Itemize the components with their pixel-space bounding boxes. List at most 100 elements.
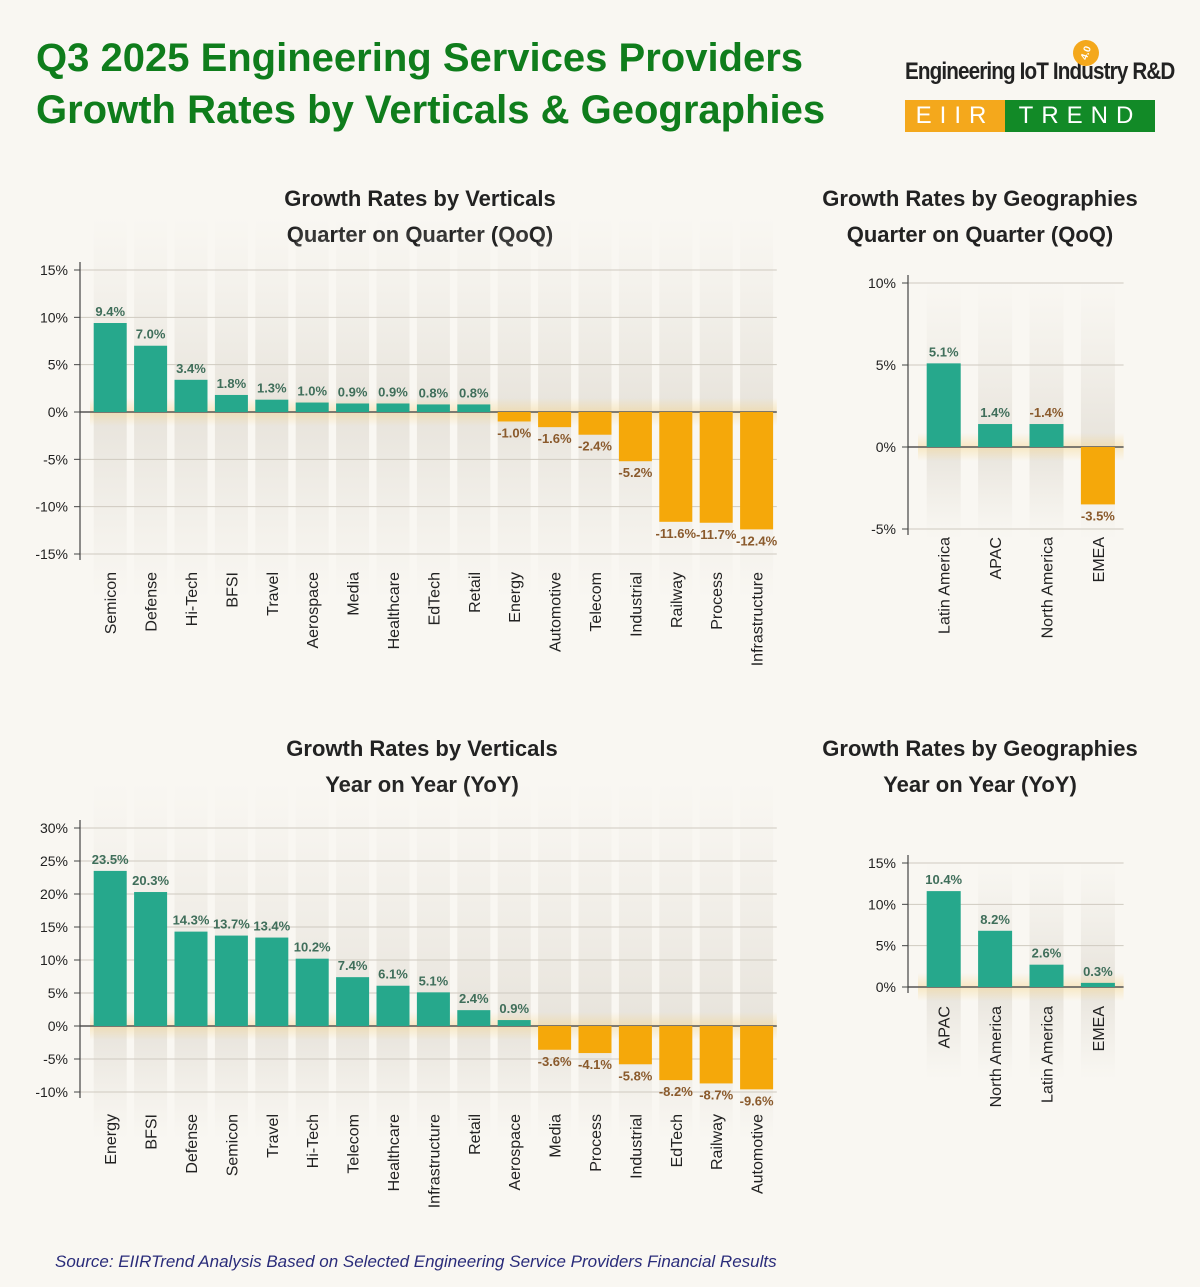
verticals-qoq-bg-column-up bbox=[214, 216, 248, 412]
geographies-qoq-tick-label: 5% bbox=[876, 357, 896, 373]
verticals-qoq-bg-column-down bbox=[538, 412, 572, 600]
verticals-yoy-title-line-1: Growth Rates by Verticals bbox=[286, 736, 557, 761]
verticals-qoq-bg-column-up bbox=[336, 216, 370, 412]
verticals-qoq-bar bbox=[457, 404, 491, 412]
verticals-yoy-category-label: Media bbox=[548, 1114, 565, 1158]
source-note: Source: EIIRTrend Analysis Based on Sele… bbox=[55, 1252, 777, 1271]
verticals-yoy-bar bbox=[497, 1020, 531, 1026]
verticals-qoq-data-label: 1.8% bbox=[217, 376, 247, 391]
verticals-yoy-category-label: Defense bbox=[184, 1114, 201, 1174]
verticals-qoq-bg-column-up bbox=[618, 216, 652, 412]
eiirtrend-logo: Engineering IoT Industry R&D 4.0 EIIR TR… bbox=[905, 36, 1175, 132]
verticals-qoq-bar bbox=[214, 394, 248, 412]
verticals-yoy-category-label: Retail bbox=[467, 1114, 484, 1155]
verticals-yoy-bg-column-down bbox=[134, 1026, 168, 1140]
verticals-qoq-bar bbox=[538, 412, 572, 428]
verticals-yoy-data-label: 0.9% bbox=[499, 1001, 529, 1016]
verticals-qoq-data-label: 1.3% bbox=[257, 381, 287, 396]
verticals-qoq-bar bbox=[578, 412, 612, 435]
verticals-yoy-category-label: BFSI bbox=[144, 1114, 161, 1150]
verticals-qoq-category-label: Retail bbox=[467, 572, 484, 613]
geographies-yoy-data-label: 2.6% bbox=[1032, 946, 1062, 961]
geographies-yoy-bar bbox=[1029, 964, 1064, 987]
verticals-yoy-data-label: -8.2% bbox=[659, 1084, 693, 1099]
verticals-yoy-bg-column-down bbox=[255, 1026, 289, 1140]
geographies-qoq-tick-label: -5% bbox=[871, 521, 896, 537]
verticals-yoy-data-label: -5.8% bbox=[618, 1068, 652, 1083]
verticals-qoq-bg-column-down bbox=[578, 412, 612, 600]
verticals-yoy-bar bbox=[255, 937, 289, 1026]
verticals-yoy-bg-column-down bbox=[214, 1026, 248, 1140]
geographies-qoq-group: Growth Rates by Geographies Quarter on Qu… bbox=[822, 186, 1137, 638]
geographies-yoy-bar bbox=[926, 891, 961, 987]
verticals-yoy-bg-column-up bbox=[538, 780, 572, 1026]
logo-right-text: TREND bbox=[1005, 100, 1155, 132]
verticals-qoq-data-label: 9.4% bbox=[95, 304, 125, 319]
geographies-qoq-data-label: 5.1% bbox=[929, 344, 959, 359]
geographies-yoy-category-label: Latin America bbox=[1040, 1006, 1057, 1103]
geographies-qoq-tick-label: 0% bbox=[876, 439, 896, 455]
verticals-qoq-category-label: Hi-Tech bbox=[184, 572, 201, 626]
verticals-yoy-data-label: -8.7% bbox=[699, 1087, 733, 1102]
verticals-qoq-bg-column-down bbox=[416, 412, 450, 600]
verticals-yoy-category-label: Energy bbox=[103, 1114, 120, 1165]
verticals-qoq-data-label: 3.4% bbox=[176, 361, 206, 376]
verticals-qoq-bar bbox=[416, 404, 450, 412]
verticals-yoy-bg-column-down bbox=[174, 1026, 208, 1140]
verticals-qoq-bg-column-up bbox=[538, 216, 572, 412]
geographies-qoq-category-label: EMEA bbox=[1091, 537, 1108, 583]
verticals-qoq-bar bbox=[740, 412, 774, 530]
geographies-qoq-data-label: -1.4% bbox=[1030, 405, 1064, 420]
geographies-qoq-bar bbox=[1029, 424, 1064, 447]
verticals-yoy-bar bbox=[93, 870, 127, 1026]
geographies-qoq-bg-column-down bbox=[978, 447, 1013, 540]
geographies-yoy-tick-label: 0% bbox=[876, 979, 896, 995]
verticals-qoq-bar bbox=[699, 412, 733, 523]
verticals-yoy-data-label: 7.4% bbox=[338, 958, 368, 973]
geographies-yoy-bg-column-up bbox=[1080, 860, 1115, 987]
geographies-qoq-bg-column-down bbox=[926, 447, 961, 540]
verticals-qoq-data-label: -2.4% bbox=[578, 439, 612, 454]
geographies-yoy-data-label: 10.4% bbox=[925, 872, 962, 887]
verticals-qoq-tick-label: -5% bbox=[43, 451, 68, 467]
geographies-yoy-bar bbox=[1080, 982, 1115, 987]
page-title-line-2: Growth Rates by Verticals & Geographies bbox=[36, 88, 826, 132]
geographies-yoy-bar bbox=[978, 930, 1013, 987]
geographies-qoq-title-line-1: Growth Rates by Geographies bbox=[822, 186, 1137, 211]
verticals-yoy-bg-column-down bbox=[376, 1026, 410, 1140]
verticals-qoq-bar bbox=[336, 403, 370, 412]
verticals-yoy-data-label: 14.3% bbox=[173, 913, 210, 928]
verticals-yoy-data-label: -9.6% bbox=[740, 1093, 774, 1108]
verticals-qoq-tick-label: 15% bbox=[40, 262, 68, 278]
verticals-qoq-bg-column-up bbox=[295, 216, 329, 412]
geographies-yoy-tick-label: 5% bbox=[876, 938, 896, 954]
geographies-yoy-tick-label: 15% bbox=[868, 855, 896, 871]
verticals-qoq-bg-column-up bbox=[578, 216, 612, 412]
verticals-yoy-bar bbox=[214, 935, 248, 1026]
verticals-qoq-category-label: Telecom bbox=[588, 572, 605, 632]
verticals-qoq-bg-column-down bbox=[376, 412, 410, 600]
verticals-yoy-bg-column-up bbox=[699, 780, 733, 1026]
geographies-qoq-bar bbox=[926, 363, 961, 447]
verticals-yoy-data-label: 5.1% bbox=[419, 973, 449, 988]
verticals-yoy-data-label: -4.1% bbox=[578, 1057, 612, 1072]
verticals-yoy-tick-label: 5% bbox=[48, 985, 68, 1001]
geographies-yoy-category-label: EMEA bbox=[1091, 1006, 1108, 1052]
verticals-yoy-bar bbox=[457, 1010, 491, 1026]
verticals-yoy-bg-column-down bbox=[416, 1026, 450, 1140]
geographies-yoy-bg-column-down bbox=[978, 987, 1013, 1080]
verticals-yoy-tick-label: 15% bbox=[40, 919, 68, 935]
verticals-qoq-data-label: 1.0% bbox=[297, 384, 327, 399]
verticals-yoy-bg-column-down bbox=[93, 1026, 127, 1140]
verticals-qoq-data-label: 7.0% bbox=[136, 327, 166, 342]
verticals-yoy-bg-column-down bbox=[457, 1026, 491, 1140]
verticals-yoy-bg-column-up bbox=[416, 780, 450, 1026]
geographies-qoq-bg-column-up bbox=[1080, 280, 1115, 447]
geographies-yoy-category-label: North America bbox=[988, 1006, 1005, 1107]
verticals-qoq-bg-column-down bbox=[174, 412, 208, 600]
geographies-yoy-data-label: 0.3% bbox=[1083, 964, 1113, 979]
geographies-qoq-bg-column-up bbox=[1029, 280, 1064, 447]
verticals-qoq-bar bbox=[134, 345, 168, 412]
verticals-yoy-bar bbox=[699, 1026, 733, 1084]
